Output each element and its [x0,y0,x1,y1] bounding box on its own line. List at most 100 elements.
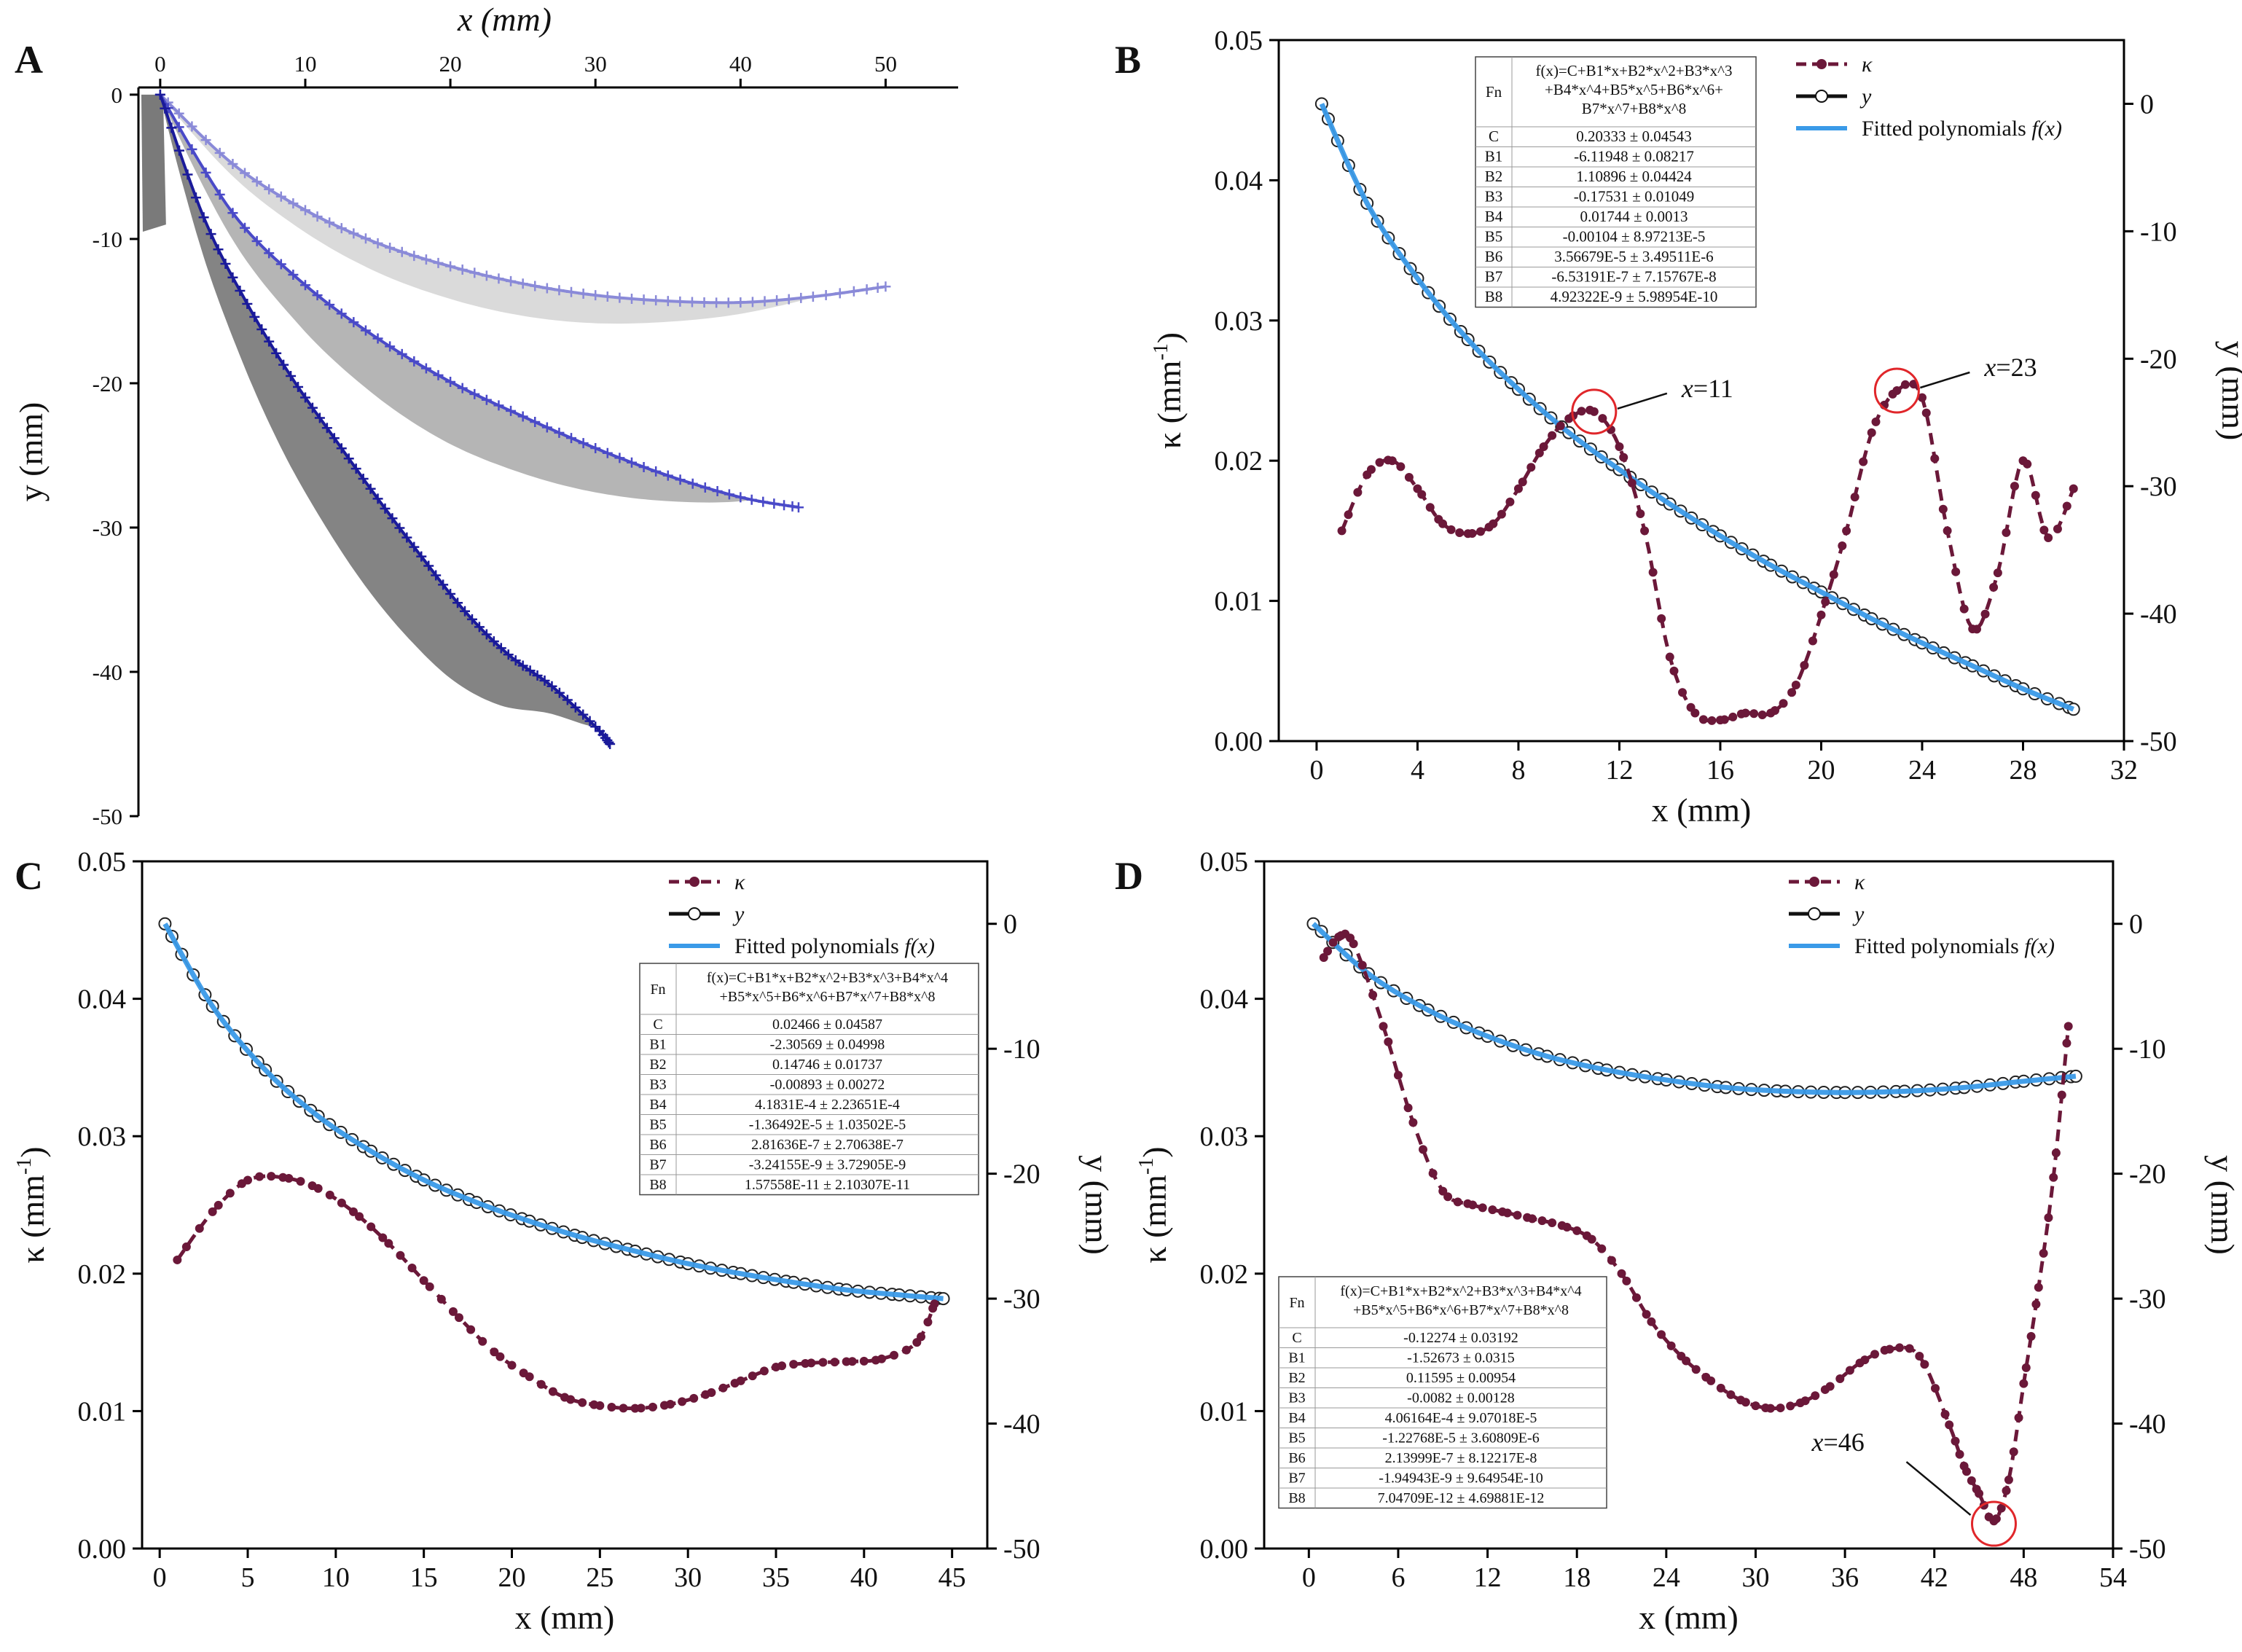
left-tick-label: 0.04 [1200,984,1249,1015]
annotation-arrow [1905,1461,1972,1516]
kappa-series-point [1665,652,1674,662]
table-row-key: B4 [649,1097,666,1113]
kappa-series-point [859,1356,869,1366]
trace-marker [445,261,456,272]
trace-marker [493,400,504,411]
y-tick-label: -50 [93,804,122,829]
kappa-series-point [1829,570,1838,579]
leaf-blade-3 [160,94,611,744]
panel-d: 0 6 12 18 24 30 36 42 48 54 0.00 0.01 0.02 0.03 0.04 0.… [1135,847,2241,1636]
kappa-series-point [2002,1486,2011,1495]
annotation-circle [1970,1500,2017,1547]
kappa-series-point [2014,1413,2023,1422]
kappa-series-point [1539,442,1548,451]
trace-marker [861,284,872,295]
panel-letter-c: C [15,854,43,898]
kappa-series-point [1589,407,1599,416]
left-axis-label-close: ) [1136,1146,1173,1157]
kappa-series-point [1951,567,1961,576]
table-row-key: B7 [1485,268,1503,286]
trace-marker [474,622,485,633]
kappa-series-point [2039,525,2049,535]
table-row-key: B1 [1288,1350,1305,1366]
fit-parameter-table: Fn f(x)=C+B1*x+B2*x^2+B3*x^3+B4*x^4 +B5*x^… [639,963,979,1196]
table-row-value: -2.30569 ± 0.04998 [770,1037,885,1053]
trace-marker [251,176,262,187]
kappa-series-point [1404,473,1414,482]
table-row-key: B1 [649,1037,666,1053]
left-tick-label: 0.01 [78,1396,127,1427]
trace-marker [187,121,197,132]
trace-marker [735,492,746,503]
kappa-series-point [1577,407,1586,416]
kappa-series-point [1631,1293,1641,1302]
kappa-series-point [349,1207,358,1216]
kappa-series-point [1467,528,1477,538]
kappa-series-line [176,1174,936,1411]
trace-marker [240,222,251,233]
kappa-series-point [2021,1363,2031,1372]
trace-marker [396,246,407,257]
left-tick-label: 0.01 [1215,587,1263,617]
trace-marker [614,292,625,303]
kappa-series-point [1905,1344,1914,1353]
kappa-series-point [1548,1218,1557,1227]
x-axis-label: x (mm) [515,1599,615,1636]
kappa-series-point [1527,1214,1537,1224]
right-tick-label: -10 [1003,1034,1040,1065]
plot-frame [1277,39,2125,743]
leaf-blade-2 [160,94,799,508]
annotation-circle [1873,367,1920,414]
kappa-series-point [2034,1283,2043,1292]
table-row-key: B8 [1288,1490,1305,1506]
legend-fit-text: Fitted polynomials [1862,117,2031,141]
table-row-key: B7 [1288,1471,1305,1487]
kappa-series-point [1776,1404,1785,1413]
trace-marker [423,560,434,571]
left-tick-label: 0.03 [1200,1121,1249,1152]
kappa-series-point [213,1200,223,1210]
left-tick-label: 0.04 [1215,165,1263,196]
y-tick-label: 0 [111,82,123,108]
legend-y-marker [688,907,701,920]
kappa-series-point [1972,625,1982,634]
kappa-series-point [455,1313,463,1323]
panel-a: 0 10 20 30 40 50 0 -10 -20 -30 -40 -50 x (mm) y (mm) [12,1,958,829]
kappa-series-point [313,1183,323,1193]
trace-marker [603,737,614,748]
kappa-series-point [1791,681,1800,690]
kappa-series-point [1357,960,1367,970]
trace-marker [256,324,267,335]
table-formula-line: +B5*x^5+B6*x^6+B7*x^7+B8*x^8 [1353,1302,1569,1318]
kappa-series-point [1425,503,1435,512]
trace-marker [517,660,528,671]
kappa-series-point [1647,1317,1656,1326]
trace-marker [662,296,673,307]
left-axis-label: κ (mm-1) [1150,332,1188,449]
trace-marker [848,286,859,297]
table-row-key: B6 [1485,248,1503,265]
kappa-series-point [902,1345,912,1355]
trace-marker [227,208,238,219]
table-row-value: -0.00104 ± 8.97213E-5 [1563,228,1706,246]
trace-marker [387,513,398,524]
legend-fit-fx: f(x) [2031,117,2062,141]
trace-marker [711,297,722,308]
kappa-series-point [1859,457,1868,466]
legend-kappa-label: κ [1862,52,1873,77]
kappa-series-point [1548,431,1557,440]
trace-marker [329,433,340,444]
kappa-series-point [1800,660,1809,670]
right-tick-label: -30 [2129,1284,2166,1315]
table-row-value: -0.00893 ± 0.00272 [770,1077,885,1093]
kappa-series-point [2062,1038,2072,1048]
kappa-series-point [818,1358,828,1367]
trace-marker [530,281,541,291]
kappa-series-point [736,1376,745,1385]
trace-marker [299,205,310,216]
table-row-value: 1.10896 ± 0.04424 [1576,168,1692,185]
trace-marker [807,291,818,302]
x-tick-label: 50 [874,51,897,77]
kappa-series-point [1871,417,1881,426]
kappa-series-point [917,1332,926,1342]
